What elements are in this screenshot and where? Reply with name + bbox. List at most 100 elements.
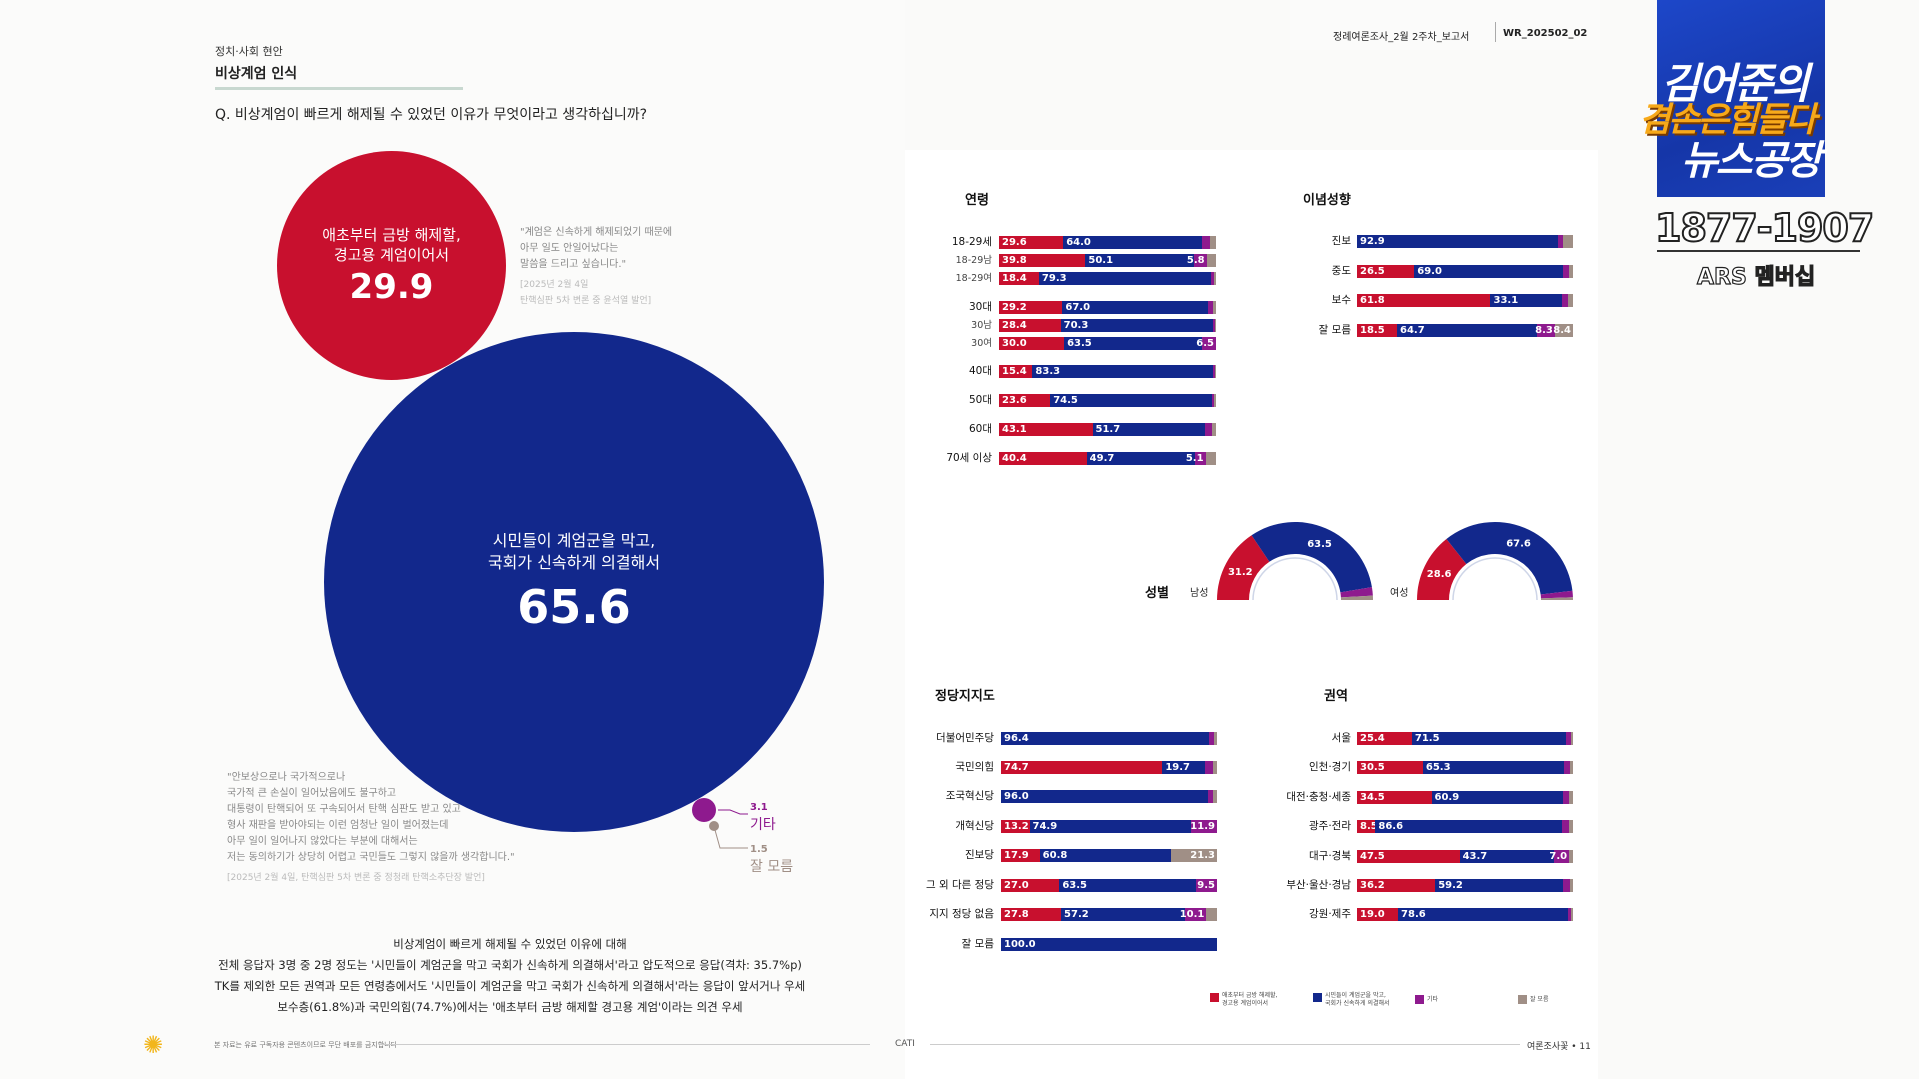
bar-value-label: 64.7 [1400,325,1425,336]
summary-line: 전체 응답자 3명 중 2명 정도는 '시민들이 계엄군을 막고 국회가 신속하… [218,958,802,972]
bar-segment [1563,235,1573,248]
bar-value-label: 60.8 [1042,850,1068,861]
bar-value-label: 5.8 [1186,255,1205,266]
bar-segment [1206,908,1217,921]
donut-gender-male: 31.2 63.5 [1217,522,1373,601]
bubble-other [692,798,716,822]
bar-segment: 25.4 [1357,732,1412,745]
bar-row-label: 개혁신당 [955,820,994,832]
bar-segment [1207,301,1214,314]
bar-segment [1570,732,1573,745]
bar-segment: 74.7 [1001,761,1163,774]
unknown-value: 1.5 [750,844,768,855]
bar-row-label: 60대 [968,423,992,435]
bar-segment [1214,272,1216,285]
bar-segment: 74.5 [1050,394,1212,407]
bar-segment: 69.0 [1414,265,1564,278]
bar-segment: 27.0 [1001,879,1060,892]
stacked-bar: 40.4 49.7 5.1 [999,452,1216,465]
bar-segment: 50.1 [1085,254,1195,267]
bubble-warning-label-2: 경고용 계엄이어서 [333,245,450,264]
footer-disclaimer: 본 자료는 유료 구독자용 콘텐츠이므로 무단 배포를 금지합니다 [214,1041,398,1049]
legend-warning: 애초부터 금방 해제할, 경고용 계엄이어서 [1222,992,1277,1008]
show-logo-line-1: 김어준의 [1661,59,1810,108]
flower-logo-icon: ✺ [143,1031,164,1059]
legend-citizens: 시민들이 계엄군을 막고, 국회가 신속하게 의결해서 [1325,992,1390,1008]
stacked-bar: 61.8 33.1 [1357,294,1573,307]
stacked-bar: 96.4 [1001,732,1217,745]
bar-row-label: 잘 모름 [961,938,994,950]
donut-value-label: 63.5 [1307,539,1332,550]
topic-title: 비상계엄 인식 [215,66,298,82]
bar-row-label: 국민의힘 [955,761,994,773]
bubble-citizens-blocked: 시민들이 계엄군을 막고, 국회가 신속하게 의결해서 65.6 [324,332,824,832]
gender-female-label: 여성 [1390,588,1409,599]
bar-segment: 29.2 [999,301,1063,314]
bar-segment: 18.4 [999,272,1039,285]
bar-value-label: 29.6 [1002,237,1027,248]
bar-value-label: 70.3 [1063,320,1089,331]
bar-segment [1214,319,1216,332]
legend-swatch-other [1415,995,1424,1004]
stacked-bar: 19.0 78.6 [1357,908,1573,921]
bubble-leader-lines [714,809,748,849]
bar-segment: 64.0 [1063,236,1203,249]
bar-segment: 43.1 [999,423,1093,436]
chart-title-party: 정당지지도 [935,689,995,704]
quote-yoon-line: 말씀을 드리고 싶습니다." [520,259,627,270]
bar-segment: 51.7 [1092,423,1205,436]
donut-segment [1217,535,1270,600]
donut-segment [1540,597,1573,600]
gender-title: 성별 [1145,586,1169,601]
bar-row-label: 40대 [968,365,992,377]
bar-row-label: 18-29세 [951,236,992,248]
bar-segment [1571,908,1573,921]
bubble-warning-martial-law: 애초부터 금방 해제할, 경고용 계엄이어서 29.9 [277,151,506,380]
bar-value-label: 8.5 [1360,821,1378,832]
bar-value-label: 64.0 [1066,237,1091,248]
bar-segment: 61.8 [1357,294,1491,307]
summary-line: 보수층(61.8%)과 국민의힘(74.7%)에서는 '애초부터 금방 해제할 … [277,1000,743,1014]
donut-value-label: 28.6 [1427,569,1452,580]
bar-segment [1214,394,1216,407]
legend-unknown: 잘 모름 [1530,996,1549,1003]
bar-segment [1214,732,1217,745]
show-logo: 김어준의 겸손은힘들다 뉴스공장 [1639,0,1825,197]
bar-value-label: 43.7 [1462,851,1488,862]
donut-value-label: 31.2 [1228,567,1253,578]
footer-method: CATI [895,1039,915,1049]
bar-segment: 5.1 [1186,452,1206,465]
report-name: 정례여론조사_2월 2주차_보고서 [1333,32,1470,43]
bar-segment [1563,761,1570,774]
bar-value-label: 60.9 [1434,792,1460,803]
bar-segment [1213,301,1216,314]
quote-yoon-line: "계엄은 신속하게 해제되었기 때문에 [520,227,673,238]
bar-segment [1205,452,1216,465]
bar-segment: 65.3 [1422,761,1564,774]
bar-segment: 67.0 [1062,301,1208,314]
unknown-label: 잘 모름 [750,859,794,875]
stacked-bar: 36.2 59.2 [1357,879,1573,892]
bar-value-label: 30.0 [1002,338,1027,349]
donut-segment [1340,587,1373,598]
legend-citizens-line: 국회가 신속하게 의결해서 [1325,1000,1390,1007]
donut-segment [1251,522,1372,593]
bar-value-label: 19.7 [1165,762,1191,773]
bar-value-label: 49.7 [1089,453,1115,464]
bar-value-label: 21.3 [1190,850,1215,861]
quote-jung-line: 국가적 큰 손실이 일어났음에도 불구하고 [227,788,397,799]
bar-value-label: 50.1 [1088,255,1114,266]
bar-segment: 13.2 [1001,820,1030,833]
bubble-unknown [709,821,719,831]
bar-row-label: 70세 이상 [946,452,992,464]
bar-segment [1212,790,1217,803]
bar-segment [1206,254,1216,267]
bar-segment: 30.5 [1357,761,1423,774]
bar-value-label: 74.7 [1004,762,1029,773]
bar-value-label: 74.9 [1032,821,1058,832]
chart-title-age: 연령 [965,193,989,208]
show-logo-line-2: 겸손은힘들다 [1639,100,1817,140]
bar-segment: 29.6 [999,236,1064,249]
footer-rule-right [930,1044,1520,1045]
bar-segment: 36.2 [1357,879,1436,892]
